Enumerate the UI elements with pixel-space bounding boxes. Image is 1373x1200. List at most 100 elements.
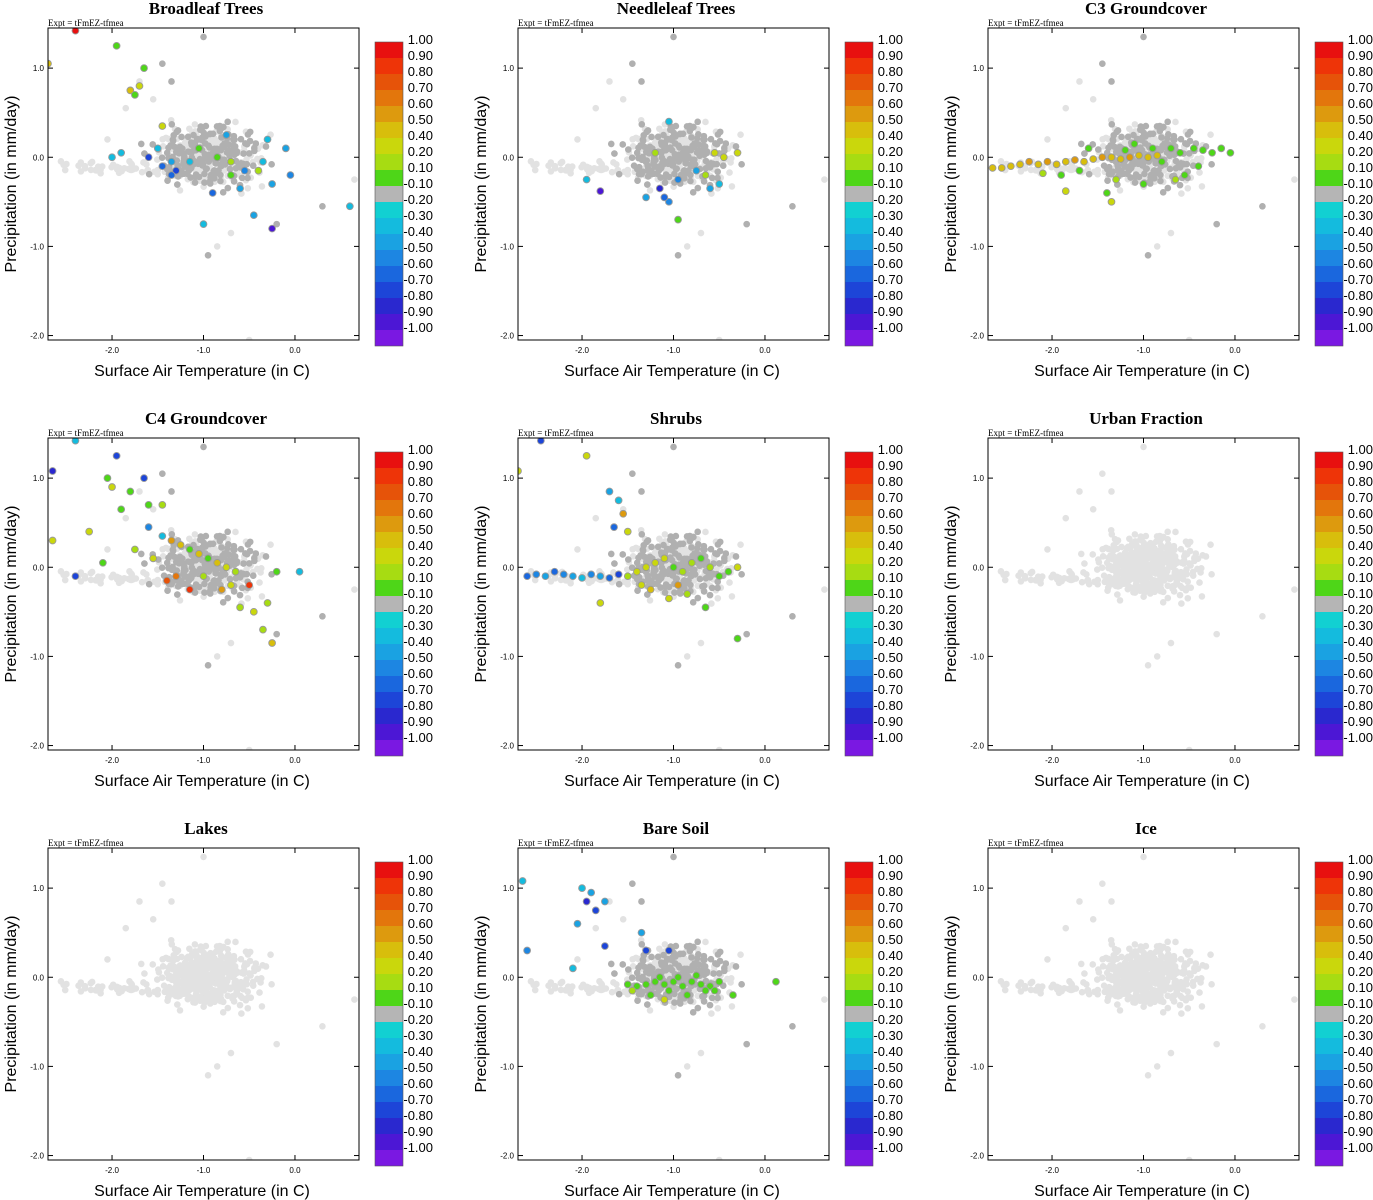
- background-point: [60, 161, 67, 169]
- x-tick-label: -2.0: [1045, 346, 1059, 355]
- neutral-point: [231, 143, 239, 150]
- background-point: [149, 961, 157, 968]
- neutral-point: [676, 130, 684, 138]
- colorbar-swatch: [1315, 516, 1343, 532]
- data-point: [172, 166, 180, 175]
- expt-label: Expt = tFmEZ-tfmea: [988, 18, 1064, 28]
- neutral-point: [273, 630, 280, 638]
- neutral-point: [676, 144, 683, 151]
- colorbar-label: -0.20: [403, 192, 433, 207]
- panel-title: Shrubs: [650, 409, 702, 428]
- background-point: [1100, 572, 1108, 579]
- colorbar-swatch: [375, 516, 403, 532]
- background-point: [213, 653, 221, 660]
- neutral-point: [230, 542, 238, 550]
- x-tick-label: -1.0: [667, 346, 681, 355]
- colorbar-swatch: [845, 330, 873, 346]
- background-point: [737, 131, 744, 138]
- neutral-point: [633, 559, 641, 567]
- data-point: [213, 558, 222, 567]
- colorbar-label: -0.80: [403, 288, 433, 303]
- colorbar-label: -0.40: [1343, 634, 1373, 649]
- data-point: [158, 532, 167, 540]
- colorbar-label: 0.40: [408, 538, 433, 553]
- colorbar-label: -0.10: [403, 176, 433, 191]
- colorbar-swatch: [1315, 74, 1343, 90]
- data-point: [1135, 151, 1143, 160]
- neutral-point: [1163, 135, 1171, 142]
- colorbar-swatch: [375, 74, 403, 90]
- data-point: [1061, 187, 1070, 195]
- background-point: [1076, 78, 1083, 85]
- colorbar-swatch: [375, 42, 403, 58]
- neutral-point: [651, 573, 658, 581]
- background-point: [174, 947, 182, 954]
- background-point: [1135, 583, 1143, 591]
- colorbar-swatch: [1315, 314, 1343, 330]
- background-point: [1121, 573, 1128, 581]
- neutral-point: [262, 553, 270, 560]
- background-point: [683, 653, 691, 660]
- background-point: [60, 571, 67, 579]
- neutral-point: [712, 550, 719, 557]
- colorbar-label: 0.50: [1348, 522, 1373, 537]
- background-point: [821, 176, 828, 183]
- background-point: [715, 746, 723, 750]
- colorbar-swatch: [1315, 58, 1343, 74]
- colorbar-label: -0.70: [873, 682, 903, 697]
- data-point: [605, 574, 614, 582]
- colorbar-swatch: [375, 186, 403, 202]
- colorbar-swatch: [845, 250, 873, 266]
- colorbar-swatch: [375, 692, 403, 708]
- colorbar-swatch: [1315, 250, 1343, 266]
- neutral-point: [714, 584, 721, 592]
- neutral-point: [206, 144, 213, 151]
- y-axis-label: Precipitation (in mm/day): [943, 506, 960, 683]
- colorbar-label: -1.00: [403, 730, 433, 745]
- data-point: [1034, 160, 1043, 169]
- colorbar-frame: [374, 41, 404, 347]
- colorbar-swatch: [375, 138, 403, 154]
- neutral-point: [158, 564, 166, 571]
- neutral-point: [700, 178, 708, 185]
- data-point: [541, 572, 550, 581]
- neutral-point: [201, 150, 209, 158]
- colorbar-label: 0.20: [408, 554, 433, 569]
- neutral-point: [1159, 189, 1167, 196]
- neutral-point: [207, 151, 215, 159]
- data-point: [1226, 148, 1235, 157]
- background-point: [551, 162, 559, 170]
- background-point: [176, 597, 184, 604]
- neutral-point: [1121, 163, 1128, 171]
- data-point: [1080, 157, 1088, 166]
- neutral-point: [636, 168, 644, 176]
- colorbar-swatch: [375, 548, 403, 564]
- background-point: [592, 104, 600, 112]
- neutral-point: [244, 174, 251, 182]
- background-point: [237, 955, 245, 963]
- background-point: [118, 167, 125, 175]
- background-point: [104, 546, 111, 553]
- background-point: [1107, 526, 1115, 534]
- background-point: [1183, 566, 1190, 573]
- background-point: [530, 161, 537, 169]
- neutral-point: [1099, 60, 1106, 67]
- background-point: [1062, 104, 1070, 112]
- data-point: [1007, 162, 1015, 171]
- background-point: [1099, 553, 1107, 560]
- background-point: [1105, 545, 1112, 553]
- neutral-point: [224, 118, 231, 126]
- scatter-points: [48, 438, 358, 750]
- background-point: [118, 577, 125, 585]
- colorbar-label: -0.40: [873, 224, 903, 239]
- background-point: [81, 162, 89, 170]
- neutral-point: [638, 121, 646, 128]
- neutral-point: [1108, 78, 1115, 85]
- background-point: [267, 541, 274, 548]
- background-point: [1147, 561, 1155, 569]
- background-point: [574, 546, 581, 553]
- neutral-point: [149, 141, 157, 148]
- colorbar-swatch: [845, 58, 873, 74]
- expt-label: Expt = tFmEZ-tfmea: [518, 428, 594, 438]
- neutral-point: [1100, 162, 1108, 169]
